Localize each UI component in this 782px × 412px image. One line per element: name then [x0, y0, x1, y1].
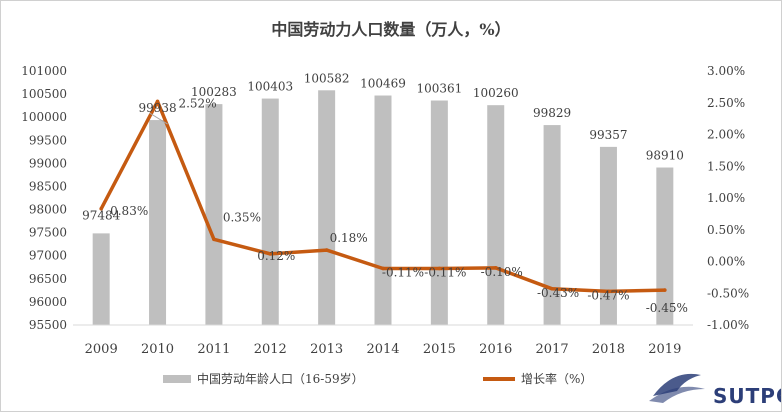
line-data-label: -0.11%	[382, 265, 424, 279]
x-axis-tick-label: 2019	[648, 342, 681, 357]
x-axis-tick-label: 2009	[85, 342, 118, 357]
bar-data-label: 99357	[589, 128, 627, 142]
left-axis-tick-label: 98000	[29, 203, 67, 217]
x-axis-tick-label: 2014	[366, 342, 399, 357]
watermark-text: SUTPC	[713, 384, 781, 408]
bar	[92, 233, 110, 325]
right-axis-tick-label: -1.00%	[707, 318, 749, 332]
left-axis-ticks: 95500 96000 96500 97000 97500 98000 98500 99000…	[21, 64, 67, 332]
bar	[430, 100, 448, 325]
x-axis-tick-label: 2018	[592, 342, 625, 357]
line-series	[99, 99, 667, 294]
legend-line-label: 增长率（%）	[521, 371, 592, 386]
line-point	[550, 287, 554, 291]
x-axis-tick-label: 2017	[536, 342, 569, 357]
line-point	[493, 266, 498, 270]
x-axis-tick-label: 2015	[423, 342, 456, 357]
line-data-label: 0.83%	[110, 204, 148, 218]
bar	[543, 125, 561, 325]
left-axis-tick-label: 101000	[21, 64, 67, 78]
line-data-label: -0.10%	[481, 265, 523, 279]
right-axis-tick-label: 1.00%	[707, 191, 745, 205]
bar-data-label: 99829	[533, 106, 571, 120]
bar-data-label: 100260	[473, 86, 519, 100]
x-axis: 2009 2010 2011 2012 2013 2014 2015 2016 2017 2018…	[73, 324, 693, 357]
label-leader-line	[149, 112, 168, 125]
right-axis-tick-label: 0.00%	[707, 255, 745, 269]
line-point	[268, 252, 273, 256]
x-axis-tick-label: 2012	[254, 342, 287, 357]
right-axis-tick-label: 0.50%	[707, 223, 745, 237]
right-axis-tick-label: 3.00%	[707, 64, 745, 78]
left-axis-tick-label: 100000	[21, 110, 67, 124]
bar	[318, 90, 336, 325]
legend-bar-label: 中国劳动年龄人口（16-59岁）	[197, 371, 364, 386]
bar-data-label: 100361	[416, 82, 462, 96]
bar-data-label: 99938	[138, 101, 176, 115]
right-axis-tick-label: 2.50%	[707, 96, 745, 110]
wave-logo-icon	[649, 373, 705, 403]
line-data-label: -0.47%	[587, 288, 629, 302]
bar	[149, 120, 167, 325]
line-point	[99, 206, 103, 211]
legend-bar-swatch	[163, 375, 191, 383]
bar	[205, 104, 223, 325]
bar-data-label: 97484	[82, 208, 121, 222]
x-axis-tick-label: 2013	[310, 342, 343, 357]
line-point	[606, 289, 611, 294]
line-point	[437, 266, 442, 271]
x-axis-tick-label: 2016	[479, 342, 512, 357]
x-axis-tick-label: 2011	[197, 342, 230, 357]
left-axis-tick-label: 97500	[29, 226, 67, 240]
line-point	[381, 266, 385, 271]
left-axis-tick-label: 97000	[29, 249, 67, 263]
line-point	[155, 99, 160, 104]
line-data-label: 2.52%	[178, 96, 216, 110]
bar	[374, 95, 392, 325]
left-axis-tick-label: 96500	[29, 272, 67, 286]
right-axis-tick-label: 2.00%	[707, 128, 745, 142]
left-axis-tick-label: 98500	[29, 179, 67, 193]
bar-data-label: 100582	[304, 71, 350, 85]
line-point	[324, 248, 329, 252]
right-axis-ticks: -1.00% -0.50% 0.00% 0.50% 1.00% 1.50% 2.00% 2.5…	[707, 64, 749, 332]
sutpc-logo: SUTPC	[649, 373, 781, 408]
bar	[487, 105, 505, 325]
x-axis-tick-label: 2010	[141, 342, 174, 357]
line-data-label: 0.18%	[330, 231, 368, 245]
right-axis-tick-label: -0.50%	[707, 286, 749, 300]
bar-data-label: 100283	[191, 85, 237, 99]
left-axis-tick-label: 99000	[29, 156, 67, 170]
left-axis-tick-label: 96000	[29, 295, 67, 309]
data-labels: 97484 99938 100283 100403 100582 100469 100361…	[82, 71, 688, 315]
right-axis-tick-label: 1.50%	[707, 159, 745, 173]
left-axis-tick-label: 99500	[29, 133, 67, 147]
line-data-label: 0.35%	[223, 210, 261, 224]
line-data-label: -0.45%	[646, 301, 688, 315]
line-data-label: 0.12%	[257, 249, 295, 263]
line-data-label: -0.11%	[424, 265, 466, 279]
left-axis-tick-label: 100500	[21, 87, 67, 101]
bar	[261, 98, 279, 325]
left-axis-tick-label: 95500	[29, 318, 67, 332]
bar	[599, 146, 617, 325]
legend: 中国劳动年龄人口（16-59岁） 增长率（%）	[163, 371, 592, 386]
chart-title: 中国劳动力人口数量（万人，%）	[271, 20, 510, 39]
bar-data-label: 100403	[247, 80, 293, 94]
line-point	[212, 237, 216, 242]
line-point	[663, 288, 667, 292]
bar-data-label: 100469	[360, 77, 406, 91]
bar-data-label: 98910	[646, 149, 684, 163]
bar	[656, 167, 674, 325]
line-data-label: -0.43%	[537, 286, 579, 300]
